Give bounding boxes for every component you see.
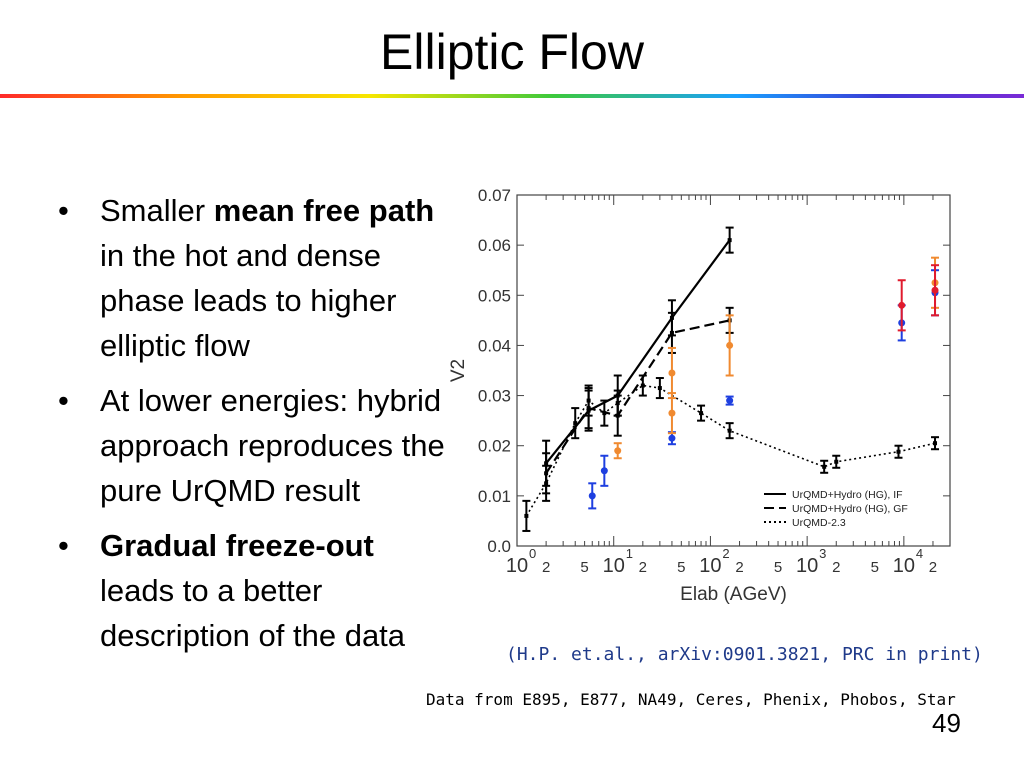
bullet-item: • At lower energies: hybrid approach repr…	[58, 378, 450, 513]
x-tick-exponent: 3	[819, 546, 826, 561]
data-point	[699, 411, 704, 416]
series-1	[542, 306, 734, 495]
series-4	[613, 256, 940, 460]
data-point	[586, 398, 591, 403]
bullet-text: Smaller mean free path in the hot and de…	[100, 193, 434, 363]
x-tick-exponent: 1	[626, 546, 633, 561]
data-point	[657, 386, 662, 391]
data-point	[726, 397, 734, 405]
y-tick-label: 0.06	[478, 236, 511, 255]
bullet-dot: •	[58, 193, 69, 228]
data-point	[933, 441, 938, 446]
bullet-run: Smaller	[100, 193, 214, 228]
y-tick-label: 0.02	[478, 437, 511, 456]
plot-frame	[516, 194, 951, 547]
y-tick-label: 0.0	[487, 537, 511, 556]
bullet-run: in the hot and dense phase leads to high…	[100, 238, 397, 363]
x-minor-label: 5	[580, 559, 588, 576]
bullet-emphasis: Gradual freeze-out	[100, 528, 374, 563]
data-point	[668, 434, 676, 442]
series-5	[897, 264, 940, 332]
x-tick-exponent: 2	[722, 546, 729, 561]
bullet-item: • Smaller mean free path in the hot and d…	[58, 188, 450, 368]
data-point	[834, 459, 839, 464]
data-point	[898, 301, 906, 309]
bullet-run: At lower energies: hybrid approach repro…	[100, 383, 445, 508]
y-tick-label: 0.05	[478, 286, 511, 305]
x-axis-label: Elab (AGeV)	[680, 584, 787, 605]
bullet-text: At lower energies: hybrid approach repro…	[100, 383, 445, 508]
x-minor-label: 5	[774, 559, 782, 576]
data-point	[668, 409, 676, 417]
data-source-note: Data from E895, E877, NA49, Ceres, Pheni…	[426, 690, 956, 709]
x-minor-label: 2	[639, 559, 647, 576]
data-point	[668, 369, 676, 377]
bullet-emphasis: mean free path	[213, 193, 435, 228]
legend-label: UrQMD+Hydro (HG), GF	[792, 503, 908, 515]
x-minor-label: 2	[542, 559, 550, 576]
slide-title: Elliptic Flow	[380, 24, 644, 80]
x-tick-exponent: 0	[529, 546, 536, 561]
x-tick-label: 10	[796, 555, 818, 577]
bullet-item: • Gradual freeze-out leads to a better de…	[58, 523, 450, 658]
data-point	[931, 286, 939, 294]
data-point	[573, 421, 578, 426]
series-3	[588, 269, 940, 510]
y-tick-label: 0.04	[478, 336, 511, 355]
data-point	[727, 428, 732, 433]
data-point	[727, 238, 732, 243]
bullet-dot: •	[58, 528, 69, 563]
data-point	[544, 481, 549, 486]
legend-label: UrQMD-2.3	[792, 517, 846, 529]
data-point	[615, 401, 620, 406]
page-number: 49	[932, 708, 961, 738]
x-minor-label: 2	[929, 559, 937, 576]
y-axis-label: V2	[448, 359, 469, 382]
y-tick-label: 0.07	[478, 186, 511, 205]
legend-label: UrQMD+Hydro (HG), IF	[792, 489, 903, 501]
x-minor-label: 2	[832, 559, 840, 576]
x-minor-label: 5	[871, 559, 879, 576]
bullet-text: Gradual freeze-out leads to a better des…	[100, 528, 405, 653]
x-tick-label: 10	[506, 555, 528, 577]
data-point	[614, 447, 622, 455]
y-tick-label: 0.03	[478, 387, 511, 406]
bullet-list: • Smaller mean free path in the hot and d…	[58, 188, 450, 768]
data-point	[726, 341, 734, 349]
data-point	[896, 449, 901, 454]
data-point	[588, 492, 596, 500]
data-point	[602, 411, 607, 416]
bullet-dot: •	[58, 383, 69, 418]
title-divider	[0, 94, 1024, 98]
series-0	[542, 226, 734, 487]
x-tick-label: 10	[699, 555, 721, 577]
y-tick-label: 0.01	[478, 487, 511, 506]
x-tick-label: 10	[603, 555, 625, 577]
x-minor-label: 5	[677, 559, 685, 576]
data-point	[669, 330, 674, 335]
series-line	[545, 319, 730, 474]
x-minor-label: 2	[735, 559, 743, 576]
x-tick-label: 10	[893, 555, 915, 577]
data-point	[822, 464, 827, 469]
data-point	[600, 467, 608, 475]
x-tick-exponent: 4	[916, 546, 923, 561]
series-2	[522, 374, 940, 532]
bullet-run: leads to a better description of the dat…	[100, 573, 406, 653]
citation: (H.P. et.al., arXiv:0901.3821, PRC in pr…	[506, 644, 983, 665]
v2-energy-chart: 0.00.010.020.030.040.050.060.07100101102…	[448, 186, 951, 605]
data-point	[524, 513, 529, 518]
data-point	[640, 383, 645, 388]
